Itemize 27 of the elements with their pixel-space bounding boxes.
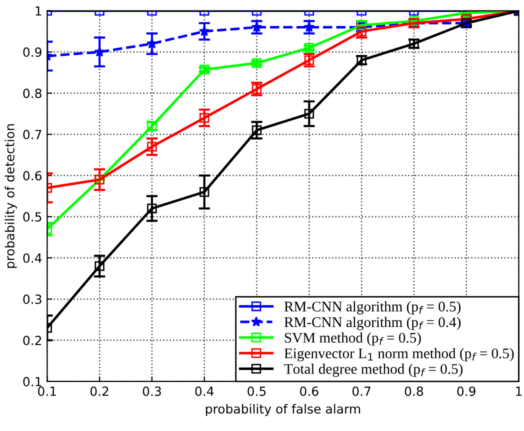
x-tick-label: 1 bbox=[516, 386, 522, 396]
x-tick-label: 0.7 bbox=[352, 386, 370, 396]
y-tick-label: 0.8 bbox=[23, 88, 42, 98]
x-tick-label: 0.5 bbox=[248, 386, 266, 396]
y-tick-label: 0.4 bbox=[23, 253, 42, 263]
legend-label: SVM method (p$_{f}$ = 0.5) bbox=[284, 332, 421, 346]
legend-label: RM-CNN algorithm (p$_{f}$ = 0.5) bbox=[284, 301, 461, 314]
y-axis-title: probability of detection bbox=[4, 124, 17, 268]
x-tick-label: 0.3 bbox=[142, 386, 161, 396]
y-tick-label: 0.5 bbox=[23, 212, 42, 222]
x-tick-label: 0.1 bbox=[38, 386, 56, 396]
x-tick-label: 0.4 bbox=[195, 386, 214, 396]
y-tick-label: 1 bbox=[36, 6, 42, 16]
legend-label: Eigenvector L$_{1}$ norm method (p$_{f}$ = 0.5) bbox=[284, 348, 514, 362]
y-tick-label: 0.1 bbox=[23, 376, 42, 386]
y-tick-label: 0.6 bbox=[23, 170, 42, 180]
y-tick-label: 0.3 bbox=[23, 294, 42, 304]
legend-label: RM-CNN algorithm (p$_{f}$ = 0.4) bbox=[284, 316, 461, 330]
x-tick-label: 0.2 bbox=[90, 386, 108, 396]
legend-label: Total degree method (p$_{f}$ = 0.5) bbox=[284, 364, 463, 377]
x-axis-title: probability of false alarm bbox=[206, 404, 360, 416]
x-tick-label: 0.8 bbox=[404, 386, 424, 396]
y-tick-label: 0.2 bbox=[23, 336, 42, 346]
x-tick-label: 0.9 bbox=[457, 386, 476, 396]
y-tick-label: 0.9 bbox=[23, 47, 42, 57]
y-tick-label: 0.7 bbox=[23, 130, 42, 140]
x-tick-label: 0.6 bbox=[300, 386, 318, 396]
